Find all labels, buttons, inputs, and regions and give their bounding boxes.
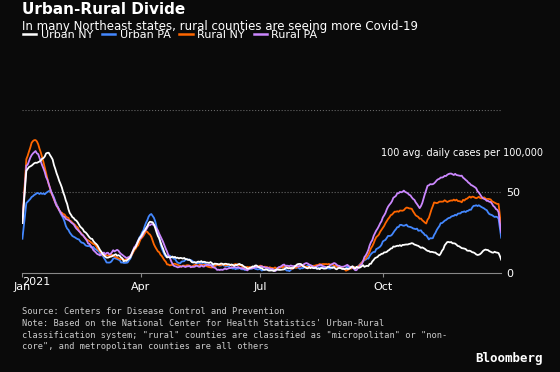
- Text: Urban-Rural Divide: Urban-Rural Divide: [22, 2, 186, 17]
- Text: Bloomberg: Bloomberg: [475, 352, 543, 365]
- Text: 100 avg. daily cases per 100,000: 100 avg. daily cases per 100,000: [381, 148, 543, 158]
- Text: In many Northeast states, rural counties are seeing more Covid-19: In many Northeast states, rural counties…: [22, 20, 418, 33]
- Legend: Urban NY, Urban PA, Rural NY, Rural PA: Urban NY, Urban PA, Rural NY, Rural PA: [18, 25, 322, 44]
- Text: Source: Centers for Disease Control and Prevention
Note: Based on the National C: Source: Centers for Disease Control and …: [22, 307, 447, 351]
- Text: 2021: 2021: [22, 277, 50, 287]
